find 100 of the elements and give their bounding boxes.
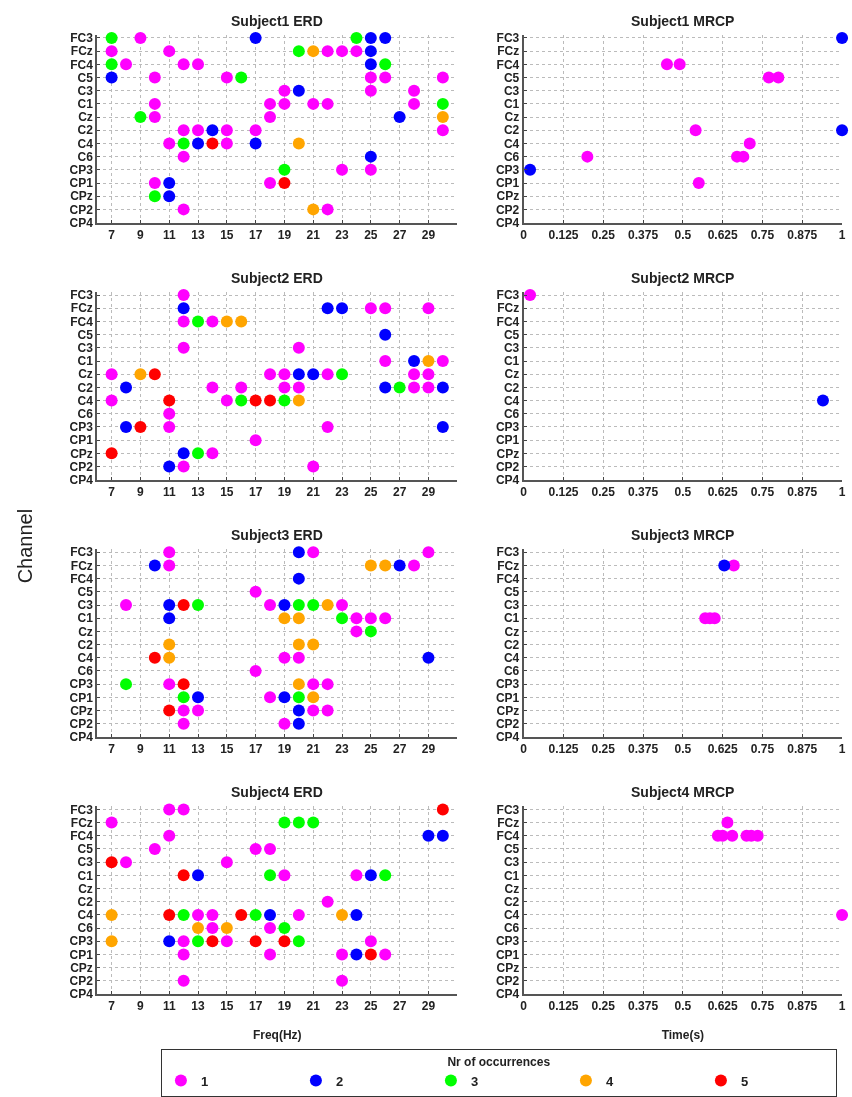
point: [336, 948, 349, 961]
x-tick-label: 29: [421, 742, 436, 757]
point: [105, 394, 118, 407]
point: [249, 842, 262, 855]
y-tick-label: C3: [503, 598, 520, 613]
y-tick-label: C6: [77, 406, 94, 421]
point: [321, 45, 334, 58]
y-tick-label: FCz: [497, 558, 520, 573]
x-tick-label: 19: [277, 227, 292, 242]
point: [321, 599, 334, 612]
point: [264, 691, 277, 704]
point: [364, 612, 377, 625]
x-tick-label: 15: [220, 227, 234, 242]
y-tick-label: C5: [503, 327, 520, 342]
point: [336, 599, 349, 612]
y-tick-label: C3: [77, 855, 94, 870]
point: [364, 559, 377, 572]
point: [292, 908, 305, 921]
y-tick-label: C6: [503, 921, 520, 936]
y-tick-label: C4: [503, 908, 520, 923]
x-tick-label: 27: [392, 485, 407, 500]
point: [321, 704, 334, 717]
point: [177, 678, 190, 691]
y-tick-label: FC3: [70, 288, 94, 303]
y-tick-label: C4: [77, 650, 94, 665]
point: [307, 691, 320, 704]
point: [249, 31, 262, 44]
point: [336, 974, 349, 987]
x-tick-label: 21: [306, 227, 321, 242]
point: [163, 45, 176, 58]
point: [177, 58, 190, 71]
point: [163, 460, 176, 473]
x-tick-label: 0.25: [591, 742, 616, 757]
x-tick-label: 0.25: [591, 485, 616, 500]
point: [292, 394, 305, 407]
point: [105, 368, 118, 381]
x-tick-label: 11: [162, 999, 176, 1014]
point: [321, 895, 334, 908]
point: [307, 704, 320, 717]
x-tick-label: 11: [162, 742, 176, 757]
point: [364, 163, 377, 176]
legend-label: 2: [335, 1073, 344, 1089]
point: [105, 935, 118, 948]
point: [148, 97, 161, 110]
point: [321, 203, 334, 216]
point: [278, 691, 291, 704]
x-tick-label: 0.125: [548, 485, 579, 500]
y-tick-label: C6: [77, 664, 94, 679]
point: [364, 71, 377, 84]
point: [206, 124, 219, 137]
point: [163, 829, 176, 842]
y-tick-label: CP1: [69, 947, 94, 962]
y-tick-label: CP2: [495, 974, 520, 989]
point: [105, 58, 118, 71]
point: [436, 381, 449, 394]
point: [307, 97, 320, 110]
y-tick-label: CP2: [495, 202, 520, 217]
x-tick-label: 0.5: [674, 742, 692, 757]
point: [364, 948, 377, 961]
point: [379, 381, 392, 394]
point: [292, 638, 305, 651]
point: [436, 124, 449, 137]
point: [163, 704, 176, 717]
x-tick-label: 0.625: [707, 742, 739, 757]
x-tick-label: 23: [335, 742, 350, 757]
point: [292, 84, 305, 97]
point: [278, 368, 291, 381]
x-axis-title: Freq(Hz): [252, 1027, 302, 1042]
y-tick-label: CP1: [495, 433, 520, 448]
y-tick-label: CP3: [69, 677, 94, 692]
point: [192, 691, 205, 704]
x-tick-label: 1: [838, 485, 846, 500]
point: [177, 717, 190, 730]
point: [192, 315, 205, 328]
point: [660, 58, 673, 71]
point: [148, 190, 161, 203]
x-tick-label: 27: [392, 742, 407, 757]
point: [292, 678, 305, 691]
y-tick-label: C3: [503, 855, 520, 870]
point: [177, 447, 190, 460]
point: [163, 420, 176, 433]
point: [264, 908, 277, 921]
point: [436, 111, 449, 124]
point: [278, 651, 291, 664]
point: [163, 394, 176, 407]
point: [278, 163, 291, 176]
y-tick-label: FC4: [496, 828, 520, 843]
point: [336, 302, 349, 315]
point: [163, 678, 176, 691]
y-tick-label: C5: [503, 585, 520, 600]
x-tick-label: 0.875: [787, 485, 818, 500]
y-tick-label: FCz: [70, 301, 93, 316]
x-tick-label: 0.125: [548, 742, 579, 757]
x-tick-label: 0.75: [750, 999, 775, 1014]
point: [278, 84, 291, 97]
y-tick-label: Cz: [78, 110, 93, 125]
y-tick-label: CP3: [495, 677, 520, 692]
x-tick-label: 1: [838, 999, 846, 1014]
x-tick-label: 11: [162, 227, 176, 242]
point: [105, 71, 118, 84]
